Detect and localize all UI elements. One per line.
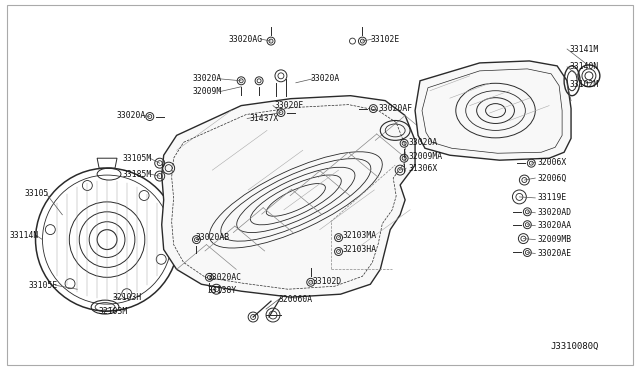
- Text: 32103HA: 32103HA: [342, 245, 377, 254]
- Text: 33141M: 33141M: [569, 45, 598, 54]
- Text: 31437X: 31437X: [249, 114, 278, 123]
- Text: 33105E: 33105E: [28, 281, 58, 290]
- Text: 32009MB: 32009MB: [537, 235, 572, 244]
- Text: 33138Y: 33138Y: [207, 286, 237, 295]
- Text: 33020A: 33020A: [192, 74, 221, 83]
- Text: 31306X: 31306X: [408, 164, 437, 173]
- Text: 33119E: 33119E: [537, 193, 566, 202]
- Text: 32006X: 32006X: [537, 158, 566, 167]
- Text: 33020AB: 33020AB: [195, 233, 230, 242]
- Text: 33102M: 33102M: [569, 80, 598, 89]
- Text: 32009M: 32009M: [192, 87, 221, 96]
- Text: 32006Q: 32006Q: [537, 174, 566, 183]
- Text: 33020AE: 33020AE: [537, 249, 572, 258]
- Polygon shape: [162, 96, 415, 297]
- Text: 320060A: 320060A: [279, 295, 313, 304]
- Text: 33185M: 33185M: [122, 170, 152, 179]
- Text: 32103H: 32103H: [112, 293, 141, 302]
- Text: 33114N: 33114N: [9, 231, 38, 240]
- Text: 33105M: 33105M: [122, 154, 152, 163]
- Text: J3310080Q: J3310080Q: [550, 342, 599, 351]
- Polygon shape: [415, 61, 571, 160]
- Text: 33020AF: 33020AF: [378, 104, 412, 113]
- Text: 33020A: 33020A: [408, 138, 437, 147]
- Text: 33140N: 33140N: [569, 62, 598, 71]
- Text: 32103MA: 32103MA: [342, 231, 377, 240]
- Text: 33020AA: 33020AA: [537, 221, 572, 230]
- Text: 33020AD: 33020AD: [537, 208, 572, 217]
- Text: 33020F: 33020F: [275, 101, 304, 110]
- Text: 33105: 33105: [24, 189, 49, 198]
- Text: 33102E: 33102E: [371, 35, 399, 44]
- Text: 33020A: 33020A: [311, 74, 340, 83]
- Text: 33020A: 33020A: [116, 111, 146, 120]
- Text: 33020AG: 33020AG: [229, 35, 263, 44]
- Text: 32009MA: 32009MA: [408, 152, 442, 161]
- Text: 33102D: 33102D: [313, 277, 342, 286]
- Text: 32103M: 32103M: [98, 307, 127, 315]
- Text: 33020AC: 33020AC: [207, 273, 241, 282]
